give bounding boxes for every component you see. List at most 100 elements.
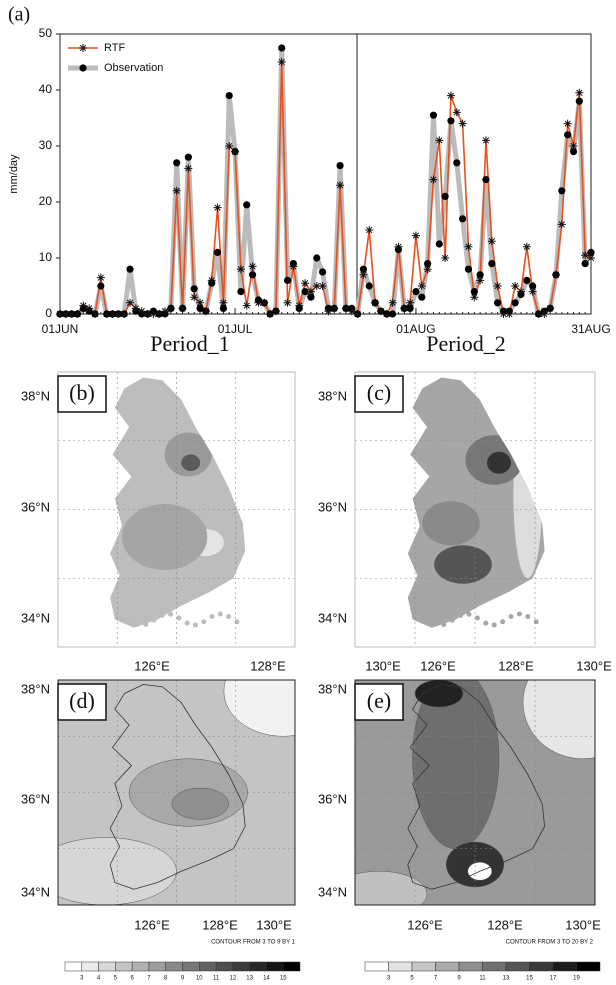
data-point: [587, 248, 595, 256]
colorbar-box: [98, 961, 116, 972]
data-point: [411, 231, 420, 240]
data-point: [581, 251, 590, 260]
lon-label: 126°E: [407, 917, 443, 932]
contour-region: [414, 680, 464, 708]
island: [424, 617, 430, 622]
map-frame: [57, 371, 296, 648]
data-point: [452, 108, 461, 117]
data-point: [347, 307, 356, 316]
data-point: [190, 285, 198, 293]
data-point: [330, 304, 339, 313]
lon-label: 126°E: [420, 658, 456, 673]
data-point: [79, 301, 88, 310]
data-point: [236, 265, 245, 274]
colorbar-label: 14: [263, 976, 270, 982]
data-point: [464, 242, 473, 251]
island: [201, 619, 207, 625]
island: [458, 612, 464, 618]
colorbar-label: 5: [410, 976, 414, 982]
colorbar-label: 19: [573, 976, 580, 982]
data-point: [365, 282, 373, 290]
data-point: [418, 293, 426, 301]
map-frame: [57, 679, 296, 906]
x-tick-label: 01JUN: [42, 322, 79, 336]
data-point: [522, 242, 531, 251]
colorbar-box: [576, 961, 601, 972]
data-point: [184, 153, 192, 161]
colorbar-box: [282, 961, 301, 972]
data-point: [389, 310, 397, 318]
island: [491, 622, 497, 628]
data-point: [488, 260, 496, 268]
colorbar-label: 5: [114, 976, 118, 982]
y-axis-label: mm/day: [8, 154, 20, 194]
colorbar-label: 10: [196, 976, 203, 982]
map-frame: [354, 371, 596, 648]
data-point: [196, 298, 205, 307]
data-point: [341, 304, 350, 313]
data-point: [476, 271, 484, 279]
island: [134, 621, 140, 627]
colorbar-label: 15: [526, 976, 533, 982]
y-tick-label: 20: [39, 194, 53, 208]
lat-label: 36°N: [21, 791, 50, 806]
data-point: [155, 310, 164, 318]
data-point: [423, 265, 432, 274]
data-point: [575, 97, 583, 105]
data-point: [564, 131, 572, 139]
colorbar-box: [458, 961, 483, 972]
contour-region: [522, 680, 595, 759]
island: [234, 619, 240, 625]
y-tick-label: 40: [39, 82, 53, 96]
x-tick-label: 31AUG: [571, 322, 610, 336]
island: [483, 620, 489, 626]
colorbar-label: 8: [164, 976, 168, 982]
data-point: [476, 276, 485, 285]
colorbar-box: [505, 961, 530, 972]
data-point: [417, 282, 426, 290]
data-point: [441, 254, 450, 262]
lon-label: 128°E: [498, 658, 534, 673]
data-point: [173, 159, 181, 167]
y-tick-label: 0: [45, 306, 52, 320]
data-point: [120, 310, 129, 318]
data-point: [131, 304, 140, 313]
plot-frame: [59, 33, 592, 315]
column-title: Period_2: [426, 331, 505, 356]
island: [441, 622, 447, 628]
panel-label-box: [354, 375, 404, 413]
colorbar-label: 3: [387, 976, 391, 982]
legend-marker: [79, 44, 87, 52]
island: [217, 611, 223, 617]
map-body: [355, 372, 595, 647]
x-tick-label: 01JUL: [218, 322, 253, 336]
data-point: [289, 262, 298, 271]
island: [126, 617, 132, 622]
data-point: [359, 265, 368, 273]
data-point: [324, 307, 333, 316]
data-point: [453, 159, 461, 167]
colorbar-box: [81, 961, 99, 972]
data-point: [394, 242, 403, 251]
colorbar-label: 6: [130, 976, 134, 982]
contour-region: [422, 501, 480, 546]
data-point: [587, 254, 595, 262]
data-point: [278, 44, 286, 52]
legend-marker: [79, 64, 87, 72]
contour-note: CONTOUR FROM 3 TO 20 BY 2: [506, 940, 594, 946]
data-point: [353, 310, 362, 318]
panel-label: (c): [367, 380, 391, 405]
data-point: [114, 310, 123, 318]
colorbar-label: 7: [147, 976, 151, 982]
colorbar-label: 11: [213, 976, 220, 982]
data-point: [166, 304, 175, 313]
data-point: [487, 237, 496, 246]
data-point: [126, 298, 135, 307]
data-point: [459, 215, 467, 223]
lat-label: 36°N: [318, 791, 347, 806]
lon-label: 130°E: [565, 917, 601, 932]
data-point: [231, 147, 240, 156]
lon-label: 126°E: [134, 658, 170, 673]
data-point: [73, 310, 82, 318]
